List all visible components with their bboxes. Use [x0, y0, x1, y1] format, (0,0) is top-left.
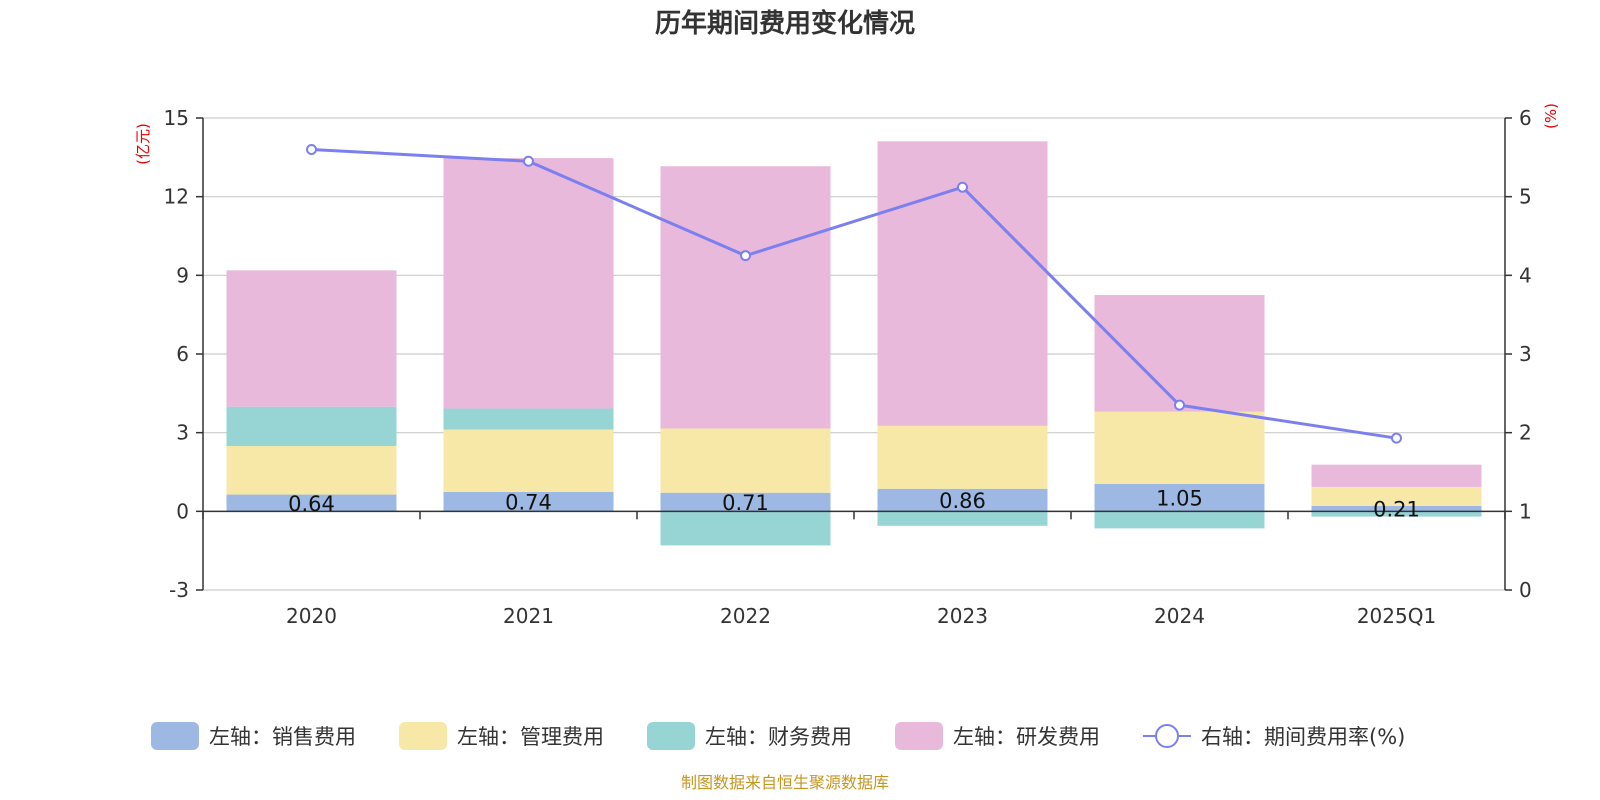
bar-2021	[443, 408, 614, 430]
bar-2024	[1094, 411, 1265, 484]
x-tick-label: 2025Q1	[1357, 604, 1436, 628]
x-tick-label: 2023	[937, 604, 988, 628]
bar-2024	[1094, 511, 1265, 529]
legend-item[interactable]: 左轴：管理费用	[399, 722, 604, 750]
left-tick-label: 0	[176, 499, 189, 523]
line-point	[523, 155, 534, 167]
legend-label: 左轴：管理费用	[457, 725, 604, 749]
left-tick-label: 6	[176, 342, 189, 366]
line-point	[306, 143, 317, 155]
left-axis-unit: (亿元)	[134, 123, 152, 165]
expense-rate-line	[311, 147, 1397, 440]
legend-swatch	[399, 722, 447, 750]
bar-2020	[226, 270, 397, 407]
bar-2025Q1	[1311, 464, 1482, 487]
legend-swatch	[647, 722, 695, 750]
source-note: 制图数据来自恒生聚源数据库	[681, 773, 889, 792]
data-label: 0.86	[939, 489, 986, 513]
line-point	[957, 181, 968, 193]
legend-swatch	[895, 722, 943, 750]
left-tick-label: 15	[164, 106, 189, 130]
data-label: 0.71	[722, 491, 769, 515]
bar-2020	[226, 494, 397, 512]
x-tick-label: 2020	[286, 604, 337, 628]
bar-2022	[660, 166, 831, 429]
line-point	[1391, 432, 1402, 444]
legend-label: 左轴：销售费用	[209, 725, 356, 749]
bar-2023	[877, 488, 1048, 512]
right-axis-unit: (%)	[1542, 103, 1560, 129]
right-tick-label: 5	[1519, 185, 1532, 209]
bar-2023	[877, 511, 1048, 526]
bar-series	[226, 141, 1482, 546]
legend-item[interactable]: 右轴：期间费用率(%)	[1143, 724, 1405, 749]
bar-2021	[443, 158, 614, 409]
x-tick-label: 2021	[503, 604, 554, 628]
right-tick-label: 3	[1519, 342, 1532, 366]
line-series	[306, 143, 1402, 444]
right-tick-label: 1	[1519, 499, 1532, 523]
data-labels: 0.64 0.74 0.71 0.86 1.05 0.21	[288, 487, 1420, 522]
bar-2022	[660, 492, 831, 512]
line-point	[1174, 399, 1185, 411]
legend-label: 左轴：财务费用	[705, 725, 852, 749]
right-tick-label: 0	[1519, 578, 1532, 602]
left-tick-label: -3	[169, 578, 189, 602]
left-tick-label: 3	[176, 421, 189, 445]
x-tick-label: 2022	[720, 604, 771, 628]
data-label: 1.05	[1156, 487, 1203, 511]
bar-2023	[877, 425, 1048, 489]
legend-marker	[1155, 724, 1179, 748]
right-tick-label: 6	[1519, 106, 1532, 130]
right-tick-label: 4	[1519, 263, 1532, 287]
legend-item[interactable]: 左轴：财务费用	[647, 722, 852, 750]
bar-2022	[660, 428, 831, 493]
legend-label: 左轴：研发费用	[953, 725, 1100, 749]
legend-item[interactable]: 左轴：销售费用	[151, 722, 356, 750]
left-tick-label: 12	[164, 185, 189, 209]
bar-2025Q1	[1311, 486, 1482, 506]
bar-2024	[1094, 295, 1265, 412]
legend: 左轴：销售费用 左轴：管理费用 左轴：财务费用 左轴：研发费用 右轴：期间费用率(%)	[151, 722, 1405, 750]
line-point	[740, 250, 751, 262]
data-label: 0.74	[505, 491, 552, 515]
bar-2021	[443, 491, 614, 512]
left-tick-label: 9	[176, 263, 189, 287]
right-tick-label: 2	[1519, 421, 1532, 445]
bar-2024	[1094, 483, 1265, 512]
bar-2022	[660, 511, 831, 546]
data-label: 0.64	[288, 492, 335, 516]
bar-2025Q1	[1311, 511, 1482, 517]
bar-2020	[226, 446, 397, 495]
bar-2025Q1	[1311, 505, 1482, 512]
bar-2021	[443, 429, 614, 492]
legend-item[interactable]: 左轴：研发费用	[895, 722, 1100, 750]
bar-2020	[226, 406, 397, 447]
legend-swatch	[151, 722, 199, 750]
chart-title: 历年期间费用变化情况	[655, 8, 915, 39]
x-tick-label: 2024	[1154, 604, 1205, 628]
data-label: 0.21	[1373, 498, 1420, 522]
legend-label: 右轴：期间费用率(%)	[1201, 725, 1405, 749]
